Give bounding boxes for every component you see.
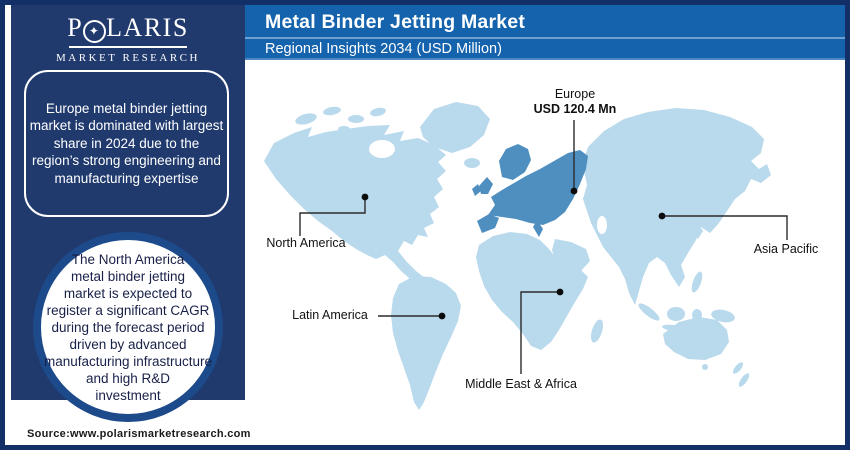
label-north-america: North America	[266, 236, 346, 250]
region-asia	[582, 108, 771, 305]
region-iberia	[477, 214, 499, 233]
hudson-bay	[369, 140, 395, 158]
logo-letters-laris: LARIS	[106, 13, 189, 42]
header-bar: Metal Binder Jetting Market Regional Ins…	[245, 5, 845, 60]
region-italy	[533, 220, 543, 237]
region-ireland	[472, 184, 481, 196]
europe-insight-text: Europe metal binder jetting market is do…	[29, 100, 224, 186]
arctic-island	[361, 128, 371, 134]
region-tasmania	[702, 364, 708, 370]
source-note: Source:www.polarismarketresearch.com	[27, 428, 251, 440]
region-japan	[692, 222, 703, 239]
region-sumatra	[638, 303, 660, 321]
region-australia	[663, 317, 729, 360]
page-title: Metal Binder Jetting Market	[265, 11, 526, 33]
region-uk	[479, 177, 493, 194]
marker-dot-north-america	[361, 193, 369, 201]
europe-insight-box: Europe metal binder jetting market is do…	[24, 70, 229, 217]
region-greenland	[420, 102, 490, 153]
region-new-zealand	[738, 373, 750, 387]
label-europe: Europe USD 120.4 Mn	[515, 87, 635, 117]
arctic-island	[370, 107, 386, 117]
region-arabia	[552, 239, 590, 275]
region-borneo	[667, 307, 685, 321]
region-north-america	[264, 125, 446, 299]
label-latin-america: Latin America	[292, 308, 368, 322]
leader-asia-pacific	[662, 215, 788, 240]
region-madagascar	[590, 319, 604, 343]
leader-middle-east-africa	[520, 291, 560, 374]
arctic-island	[295, 113, 317, 125]
page-subtitle: Regional Insights 2034 (USD Million)	[265, 41, 502, 57]
header-divider	[245, 37, 845, 39]
north-america-insight-text: The North America metal binder jetting m…	[43, 251, 213, 403]
region-new-zealand	[732, 362, 744, 374]
logo-subtitle: MARKET RESEARCH	[56, 51, 200, 64]
arctic-island	[323, 106, 341, 116]
region-south-america	[391, 276, 461, 410]
region-scandinavia	[499, 144, 531, 180]
label-europe-value: USD 120.4 Mn	[533, 102, 617, 116]
logo-letter-p: P	[67, 13, 84, 42]
label-middle-east-africa: Middle East & Africa	[465, 377, 577, 391]
polaris-logo: P ✦ LARIS MARKET RESEARCH	[11, 14, 245, 64]
caspian-sea	[597, 216, 607, 234]
region-europe-highlight	[488, 150, 588, 225]
world-map	[264, 102, 788, 410]
north-america-insight-circle: The North America metal binder jetting m…	[33, 232, 223, 422]
logo-wordmark: P ✦ LARIS	[11, 14, 245, 43]
leader-north-america	[299, 197, 366, 236]
polaris-star-icon: ✦	[83, 20, 107, 43]
region-iceland	[464, 158, 480, 168]
star-glyph: ✦	[88, 24, 101, 38]
logo-underline	[69, 46, 187, 48]
region-philippines	[691, 271, 703, 293]
arctic-island	[348, 115, 364, 123]
label-europe-name: Europe	[554, 87, 596, 101]
marker-dot-europe	[570, 187, 578, 195]
marker-dot-middle-east-africa	[556, 288, 564, 296]
arctic-island	[338, 126, 350, 132]
marker-dot-latin-america	[438, 312, 446, 320]
region-new-guinea	[711, 309, 735, 323]
label-asia-pacific: Asia Pacific	[753, 242, 819, 256]
marker-dot-asia-pacific	[658, 212, 666, 220]
